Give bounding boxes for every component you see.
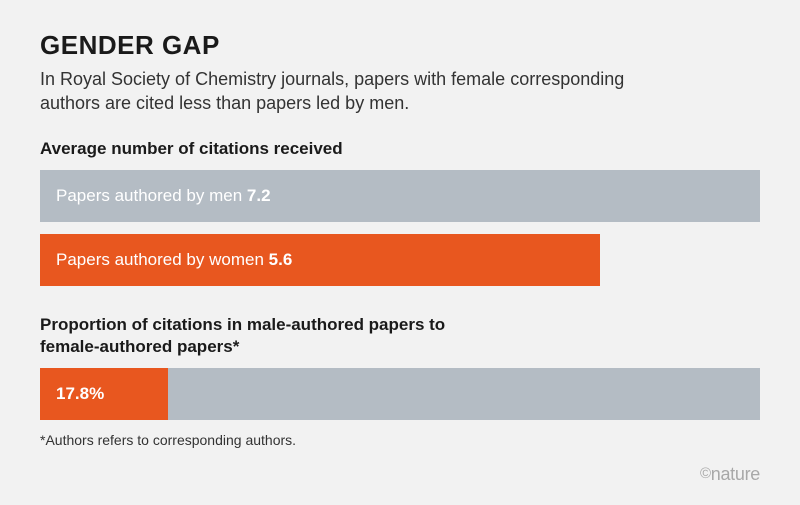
bar-men-label: Papers authored by men xyxy=(56,186,242,206)
bar-men: Papers authored by men 7.2 xyxy=(40,170,760,222)
bar-proportion-fill: 17.8% xyxy=(40,368,168,420)
bar-proportion: 17.8% xyxy=(40,368,760,420)
bar-women-label: Papers authored by women xyxy=(56,250,264,270)
chart-title: GENDER GAP xyxy=(40,30,760,61)
bar-women: Papers authored by women 5.6 xyxy=(40,234,760,286)
chart-subtitle: In Royal Society of Chemistry journals, … xyxy=(40,67,660,116)
credit: ©nature xyxy=(700,464,760,485)
credit-text: nature xyxy=(711,464,760,484)
bar-women-fill: Papers authored by women 5.6 xyxy=(40,234,600,286)
bar-men-fill: Papers authored by men 7.2 xyxy=(40,170,760,222)
section-1-label: Average number of citations received xyxy=(40,138,760,160)
footnote: *Authors refers to corresponding authors… xyxy=(40,432,760,448)
bar-men-value: 7.2 xyxy=(247,186,271,206)
section-2-label: Proportion of citations in male-authored… xyxy=(40,314,480,358)
bar-women-value: 5.6 xyxy=(269,250,293,270)
bar-proportion-value: 17.8% xyxy=(56,384,104,404)
